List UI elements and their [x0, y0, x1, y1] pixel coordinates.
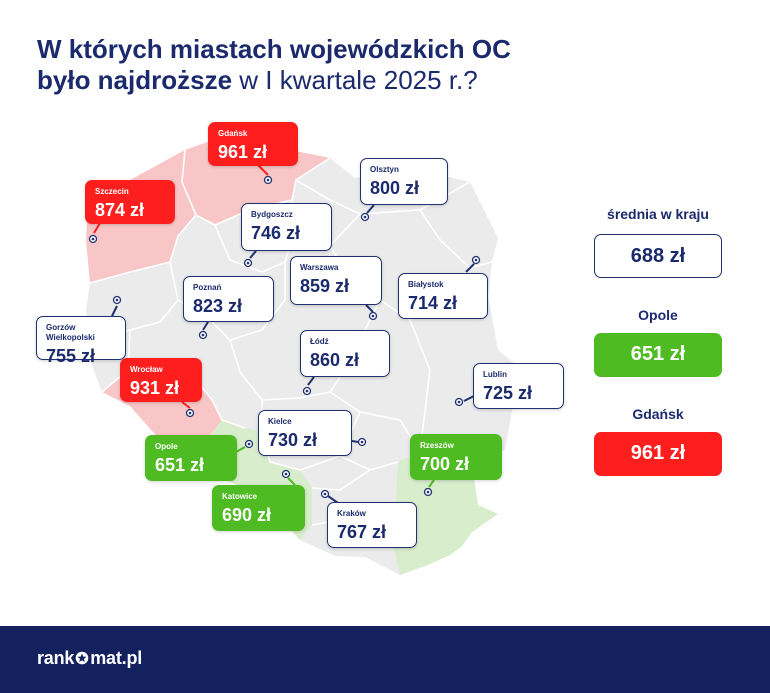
star-icon	[75, 651, 89, 665]
city-price: 767 zł	[337, 522, 387, 542]
brand-left: rank	[37, 648, 75, 668]
title-normal-line2: w I kwartale 2025 r.?	[232, 65, 478, 95]
city-label-bydgoszcz: Bydgoszcz 746 zł	[241, 203, 332, 251]
city-name: Łódź	[310, 337, 329, 346]
city-label-gdansk: Gdańsk 961 zł	[208, 122, 298, 166]
marker-kielce	[351, 437, 367, 447]
page-title: W których miastach wojewódzkich OC było …	[37, 34, 511, 96]
city-label-wroclaw: Wrocław 931 zł	[120, 358, 202, 402]
brand-logo[interactable]: rank mat.pl	[37, 648, 142, 669]
city-name: Olsztyn	[370, 165, 399, 174]
marker-olsztyn	[360, 204, 375, 222]
city-label-kielce: Kielce 730 zł	[258, 410, 352, 456]
marker-rzeszow	[423, 479, 435, 497]
city-name: Kraków	[337, 509, 366, 518]
city-label-bialystok: Białystok 714 zł	[398, 273, 488, 319]
marker-katowice	[281, 469, 296, 486]
title-bold-line1: W których miastach wojewódzkich OC	[37, 34, 511, 64]
city-name: Katowice	[222, 492, 258, 501]
marker-bialystok	[465, 255, 481, 273]
marker-poznan	[198, 321, 209, 340]
marker-opole	[235, 439, 254, 453]
city-price: 700 zł	[420, 454, 470, 474]
city-markers	[88, 164, 481, 504]
min-title: Opole	[638, 307, 678, 323]
city-name: Lublin	[483, 370, 507, 379]
city-name: Gdańsk	[218, 129, 248, 138]
city-price: 651 zł	[155, 455, 205, 475]
city-name: Kielce	[268, 417, 292, 426]
city-price: 800 zł	[370, 178, 420, 198]
city-price: 714 zł	[408, 293, 458, 313]
brand-right: mat.pl	[90, 648, 143, 668]
city-price: 746 zł	[251, 223, 301, 243]
city-price: 860 zł	[310, 350, 360, 370]
max-value: 961 zł	[594, 432, 722, 476]
city-label-krakow: Kraków 767 zł	[327, 502, 417, 548]
city-label-lublin: Lublin 725 zł	[473, 363, 564, 409]
marker-szczecin	[88, 222, 101, 244]
footer: rank mat.pl	[0, 626, 770, 693]
marker-gdansk	[257, 164, 273, 185]
city-name: Wrocław	[130, 365, 163, 374]
average-title: średnia w kraju	[607, 206, 709, 222]
city-name: Szczecin	[95, 187, 129, 196]
marker-krakow	[320, 489, 339, 504]
map-region-podkarpackie	[392, 450, 498, 575]
city-label-lodz: Łódź 860 zł	[300, 330, 390, 377]
marker-wroclaw	[181, 401, 195, 418]
title-bold-line2: było najdroższe	[37, 65, 233, 95]
city-price: 931 zł	[130, 378, 180, 398]
city-price: 961 zł	[218, 142, 268, 162]
marker-bydgoszcz	[243, 250, 257, 268]
city-price: 859 zł	[300, 276, 350, 296]
city-name: Białystok	[408, 280, 444, 289]
city-price: 725 zł	[483, 383, 533, 403]
marker-lodz	[302, 376, 315, 396]
city-name: Opole	[155, 442, 178, 451]
min-value: 651 zł	[594, 333, 722, 377]
city-price: 755 zł	[46, 346, 96, 366]
city-label-olsztyn: Olsztyn 800 zł	[360, 158, 448, 205]
max-title: Gdańsk	[632, 406, 684, 422]
city-label-gorzow: Gorzów Wielkopolski 755 zł	[36, 316, 126, 366]
average-value: 688 zł	[594, 234, 722, 278]
city-name: Warszawa	[300, 263, 339, 272]
marker-gorzow	[111, 295, 122, 317]
city-name: Rzeszów	[420, 441, 454, 450]
city-name: Bydgoszcz	[251, 210, 293, 219]
city-price: 823 zł	[193, 296, 243, 316]
city-price: 730 zł	[268, 430, 318, 450]
city-label-opole: Opole 651 zł	[145, 435, 237, 481]
city-label-rzeszow: Rzeszów 700 zł	[410, 434, 502, 480]
city-label-szczecin: Szczecin 874 zł	[85, 180, 175, 224]
city-label-warszawa: Warszawa 859 zł	[290, 256, 382, 305]
city-price: 690 zł	[222, 505, 272, 525]
city-name: Poznań	[193, 283, 222, 292]
city-label-katowice: Katowice 690 zł	[212, 485, 305, 531]
city-price: 874 zł	[95, 200, 145, 220]
marker-lublin	[454, 395, 475, 407]
city-name: Gorzów Wielkopolski	[46, 323, 95, 342]
marker-warszawa	[365, 304, 378, 321]
city-label-poznan: Poznań 823 zł	[183, 276, 274, 322]
